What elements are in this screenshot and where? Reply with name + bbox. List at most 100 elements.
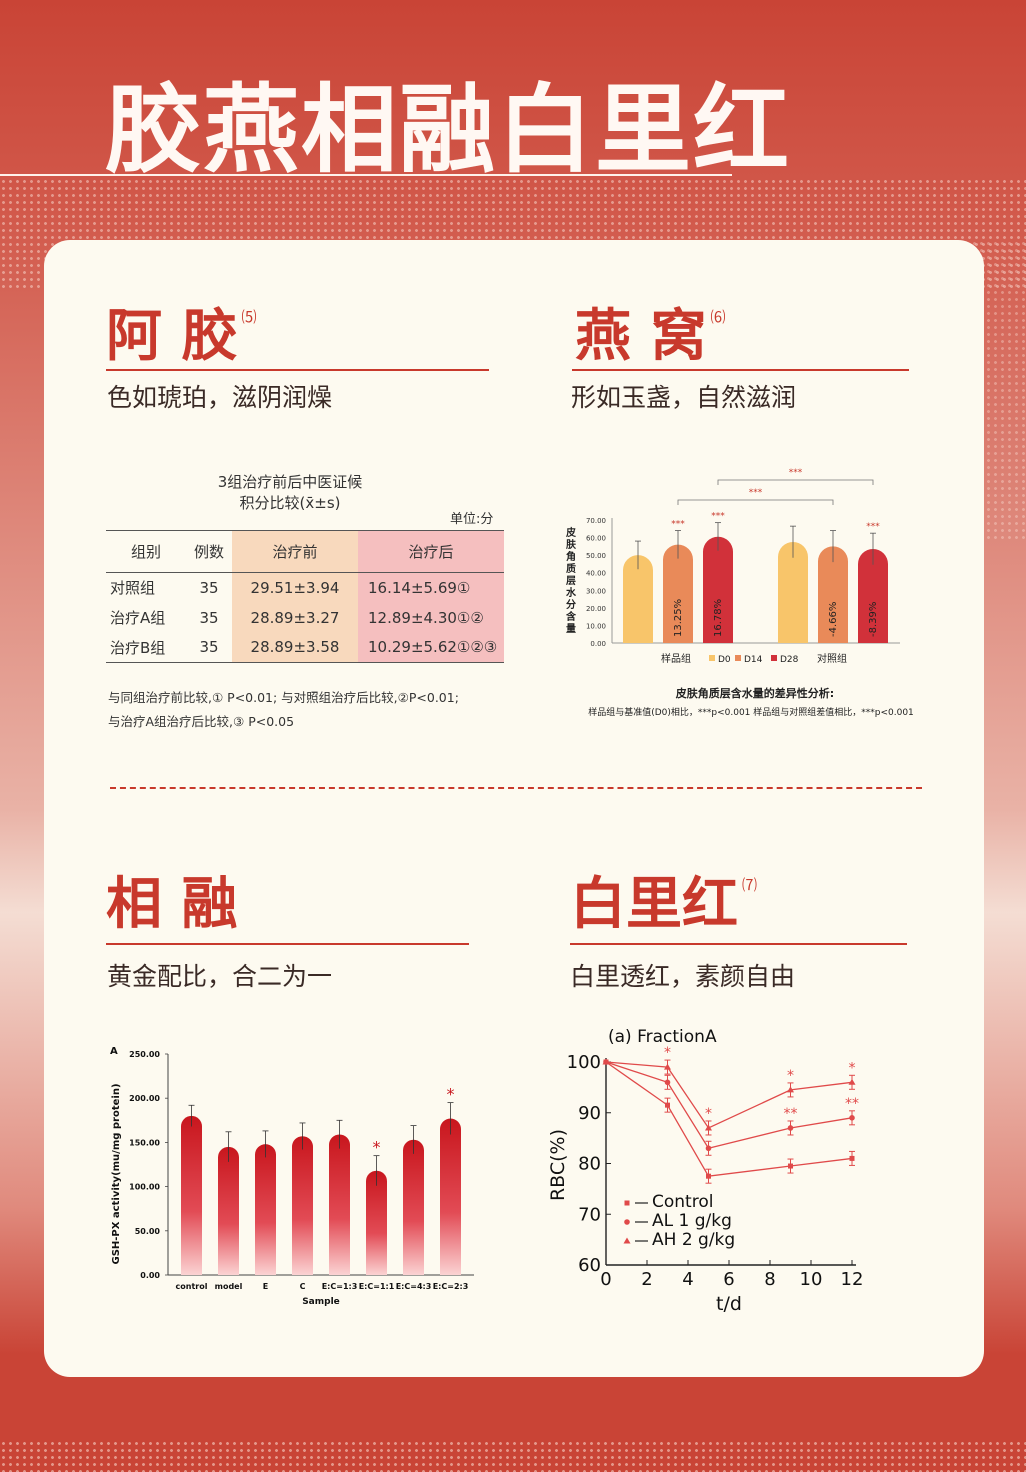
y-tick-label: 80 [578,1154,601,1175]
x-tick-label: 0 [600,1269,611,1290]
panel-label: A [110,1046,118,1057]
data-point [788,1163,793,1169]
section-subtitle-xiangrong: 黄金配比，合二为一 [107,962,333,991]
table-row: 对照组 35 29.51±3.94 16.14±5.69① [106,572,504,603]
bar [703,536,733,643]
y-tick-label: 100.00 [129,1183,160,1192]
bracket-label: *** [749,488,763,498]
x-tick-label: control [176,1282,208,1291]
x-tick-label: E:C=4:3 [396,1282,432,1291]
table-cell: 12.89±4.30①② [358,602,504,633]
legend-label: D0 [718,655,731,665]
x-tick-label: 12 [841,1269,864,1290]
table-cell: 28.89±3.58 [232,632,358,663]
data-point [706,1173,711,1179]
significance-mark: * [373,1138,381,1157]
section-subtitle-bailihong: 白里透红，素颜自由 [570,962,796,991]
y-axis-label: RBC(%) [547,1129,569,1201]
legend-label: Control [652,1192,713,1212]
y-tick-label: 70 [578,1204,601,1225]
table-cell: 35 [199,578,219,597]
y-tick-label: 20.00 [586,605,606,613]
table-cell: 35 [186,632,232,663]
y-axis-label-char: 质 [566,562,576,575]
x-tick-label: E [263,1282,268,1291]
x-tick-label: model [215,1282,243,1291]
bar-value-label: -4.66% [828,602,839,637]
chart-caption-note: 样品组与基准值(D0)相比，***p<0.001 样品组与对照组差值相比，***… [588,706,914,718]
significance-mark: *** [866,522,880,532]
y-tick-label: 40.00 [586,570,606,578]
section-subtitle-ejiao: 色如琥珀，滋阴润燥 [107,383,333,412]
data-point [624,1219,630,1225]
y-axis-label-char: 层 [566,575,576,587]
x-tick-label: E:C=1:1 [359,1282,395,1291]
y-axis-label-char: 量 [566,622,576,635]
section-line-yanwo [572,369,909,371]
section-subtitle-yanwo: 形如玉盏，自然滋润 [571,383,797,412]
data-point [624,1200,630,1206]
rbc-line-chart: (a) FractionA 60 70 80 90 100 0 2 4 6 8 10 12 RBC(%) t… [547,1027,864,1315]
x-axis-label: Sample [302,1297,340,1307]
y-axis-label-char: 皮 [565,526,576,539]
y-tick-label: 30.00 [586,587,606,595]
data-point [602,1058,610,1065]
bar [858,548,888,643]
chart-title: (a) FractionA [608,1027,717,1047]
data-point [849,1115,855,1121]
data-point [705,1124,712,1131]
bar [623,555,653,643]
bracket-label: *** [789,468,803,478]
significance-mark: * [447,1085,455,1104]
x-tick-label: 10 [800,1269,823,1290]
table-title-line1: 3组治疗前后中医证候 [217,473,363,491]
y-tick-label: 50.00 [586,552,606,560]
section-line-ejiao [106,369,489,371]
table-cell: 28.89±3.27 [232,602,358,633]
score-table: 组别 例数 治疗前 治疗后 对照组 35 29.51±3.94 16.14±5.… [106,530,504,663]
significance-mark: * [849,1060,856,1076]
bar [366,1170,387,1275]
x-tick-label: 8 [764,1269,775,1290]
data-point [849,1155,855,1161]
y-axis-label-char: 含 [566,610,577,623]
y-tick-label: 90 [578,1103,601,1124]
y-tick-label: 60 [578,1255,601,1276]
title-underline [0,174,732,176]
y-tick-label: 250.00 [129,1050,160,1059]
dot-pattern-bottom [0,1440,1026,1472]
section-title-bailihong: 白里红 ⑺ [570,871,758,937]
bar [181,1115,202,1275]
chart-caption-title: 皮肤角质层含水量的差异性分析: [675,686,834,700]
legend-swatch [735,655,741,661]
table-title: 3组治疗前后中医证候 积分比较(x̄±s) [170,472,410,514]
table-title-line2: 积分比较(x̄±s) [239,494,341,512]
page-title: 胶燕相融白里红 [105,74,791,186]
section-title-yanwo: 燕 窝⑹ [575,303,726,369]
series-line [605,1061,853,1129]
series-line [605,1061,853,1150]
table-header-cell: 治疗后 [358,530,504,573]
data-point [664,1079,671,1086]
legend-label: AH 2 g/kg [652,1230,735,1250]
bar-value-label: 13.25% [673,599,684,637]
bar [440,1118,461,1275]
significance-mark: ** [784,1106,798,1122]
bar [329,1134,350,1275]
y-axis-label-char: 分 [566,598,576,611]
x-axis-label: t/d [716,1293,742,1315]
data-point [848,1078,856,1085]
bar [778,541,808,643]
x-tick-label: 6 [723,1269,734,1290]
bar [255,1144,276,1275]
table-row: 治疗A组 35 28.89±3.27 12.89±4.30①② [106,602,504,633]
y-axis-label-char: 肤 [566,538,577,551]
section-line-bailihong [570,943,907,945]
table-cell: 对照组 [110,579,156,598]
data-point [705,1145,712,1152]
legend-label: D28 [780,655,799,665]
significance-mark: *** [711,512,725,522]
y-axis-label: GSH-PX activity(mu/mg protein) [111,1083,122,1264]
legend-label: D14 [744,655,763,665]
